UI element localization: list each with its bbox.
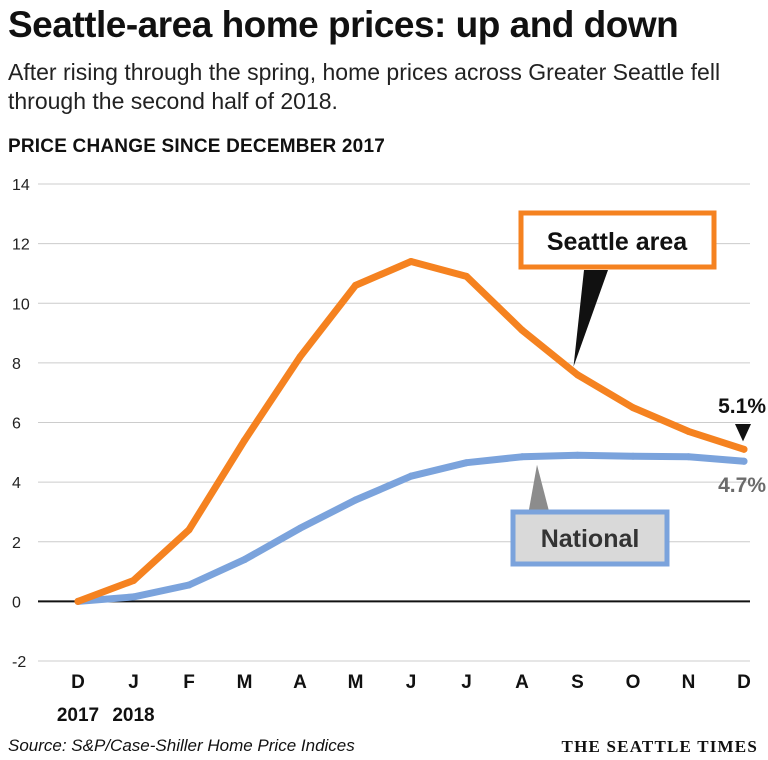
national-data-point — [296, 524, 304, 532]
y-tick-label: 6 — [12, 416, 21, 433]
x-tick-label: D — [737, 672, 751, 693]
seattle-end-value: 5.1% — [718, 395, 766, 418]
y-tick-label: 10 — [12, 296, 30, 313]
chart-title: Seattle-area home prices: up and down — [8, 4, 679, 45]
source-note: Source: S&P/Case-Shiller Home Price Indi… — [8, 736, 355, 755]
seattle-legend-box — [518, 210, 717, 270]
national-data-point — [130, 593, 137, 601]
seattle-data-point — [352, 281, 359, 289]
seattle-data-point — [407, 258, 415, 266]
seattle-data-point — [74, 597, 82, 605]
y-tick-label: 2 — [12, 535, 21, 552]
national-data-point — [740, 457, 748, 465]
x-tick-label: M — [237, 672, 253, 693]
y-tick-label: 4 — [12, 475, 21, 492]
seattle-data-point — [296, 353, 304, 361]
national-data-point — [463, 459, 470, 467]
national-data-point — [185, 581, 193, 589]
seattle-data-point — [130, 577, 137, 585]
national-legend-label: National — [541, 525, 640, 553]
seattle-data-point — [518, 326, 526, 334]
seattle-data-point — [463, 272, 470, 280]
y-tick-label: 12 — [12, 237, 30, 254]
national-callout-pointer — [528, 464, 550, 515]
seattle-data-point — [629, 404, 637, 412]
seattle-end-pointer — [735, 424, 751, 442]
x-tick-label: M — [348, 672, 364, 693]
seattle-data-point — [185, 526, 193, 534]
x-tick-label: J — [128, 672, 139, 693]
x-year-label: 2017 — [57, 705, 99, 726]
x-year-label: 2018 — [112, 705, 154, 726]
national-data-point — [685, 453, 692, 461]
y-tick-label: 8 — [12, 356, 21, 373]
national-data-point — [574, 451, 581, 459]
x-tick-label: J — [406, 672, 417, 693]
publisher-logo: THE SEATTLE TIMES — [561, 737, 758, 756]
seattle-data-point — [241, 436, 248, 444]
national-legend-box — [510, 509, 670, 567]
seattle-data-point — [574, 371, 581, 379]
seattle-data-point — [740, 445, 748, 453]
x-tick-label: N — [682, 672, 696, 693]
chart-subtitle: After rising through the spring, home pr… — [8, 59, 721, 114]
seattle-legend-label: Seattle area — [547, 228, 688, 256]
x-tick-label: A — [293, 672, 307, 693]
national-data-point — [407, 472, 415, 480]
y-tick-label: 14 — [12, 177, 30, 194]
y-axis-title: PRICE CHANGE SINCE DECEMBER 2017 — [8, 136, 385, 157]
x-tick-label: A — [515, 672, 529, 693]
national-end-value: 4.7% — [718, 474, 766, 497]
x-tick-label: D — [71, 672, 85, 693]
seattle-data-point — [685, 427, 692, 435]
x-tick-label: J — [461, 672, 472, 693]
national-data-point — [629, 452, 637, 460]
x-tick-label: O — [626, 672, 641, 693]
x-tick-label: F — [183, 672, 195, 693]
y-tick-label: 0 — [12, 594, 21, 611]
national-data-point — [518, 453, 526, 461]
national-data-point — [352, 496, 359, 504]
x-tick-label: S — [571, 672, 584, 693]
seattle-callout-pointer — [573, 270, 608, 367]
national-data-point — [241, 556, 248, 564]
y-tick-label: -2 — [12, 654, 26, 671]
